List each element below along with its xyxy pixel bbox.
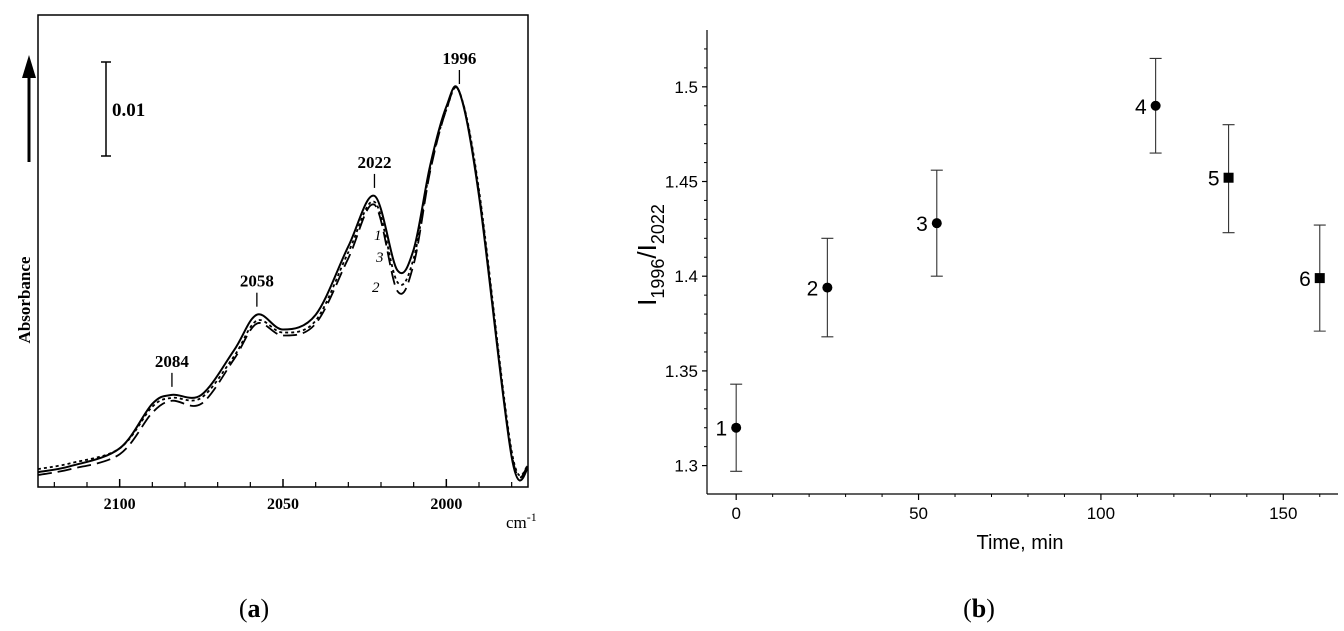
point-marker	[1150, 100, 1161, 111]
x-tick-label: 150	[1269, 504, 1297, 523]
panel-b: 1.3 1.35 1.4 1.45 1.5 0 50 100 150 1 2 3 4 5 6 Time,…	[632, 30, 1338, 623]
x-tick-label: 50	[909, 504, 928, 523]
absorbance-arrow-icon	[22, 55, 36, 78]
panel-a-x-unit: cm-1	[506, 510, 537, 532]
x-tick-label: 0	[731, 504, 740, 523]
peak-label: 2084	[155, 352, 190, 371]
panel-b-y-ticks: 1.3 1.35 1.4 1.45 1.5	[665, 48, 707, 476]
curve-label-3: 3	[375, 250, 384, 266]
point-label: 1	[715, 418, 727, 441]
curve-2	[37, 86, 529, 479]
curve-label-2: 2	[372, 280, 380, 296]
point-marker	[822, 282, 833, 293]
y-tick-label: 1.5	[674, 78, 698, 97]
panel-b-ylabel: I1996/I2022	[632, 204, 668, 306]
panel-a-peak-labels: 2084 2058 2022 1996	[155, 49, 476, 387]
panel-a-x-ticks: 2100 2050 2000	[53, 479, 513, 513]
x-tick-label: 2100	[104, 496, 136, 513]
curve-1	[37, 85, 529, 482]
panel-b-x-ticks: 0 50 100 150	[731, 494, 1321, 523]
point-label: 4	[1135, 96, 1147, 119]
x-tick-label: 2050	[267, 496, 299, 513]
curve-3	[37, 86, 529, 477]
x-tick-label: 2000	[430, 496, 462, 513]
peak-label: 2022	[357, 153, 391, 172]
y-tick-label: 1.4	[674, 267, 698, 286]
panel-a: 2100 2050 2000 2084 2058 2022 1996 Absorbance…	[15, 14, 537, 623]
panel-b-points: 1 2 3 4 5 6	[715, 57, 1326, 472]
data-point-2: 2	[807, 237, 834, 338]
point-marker	[931, 218, 942, 229]
peak-label: 1996	[442, 49, 476, 68]
panel-a-label: (a)	[239, 594, 269, 623]
y-tick-label: 1.45	[665, 173, 698, 192]
point-marker	[1223, 172, 1234, 183]
y-tick-label: 1.35	[665, 362, 698, 381]
point-marker	[1314, 273, 1325, 284]
peak-label: 2058	[240, 272, 274, 291]
data-point-3: 3	[916, 169, 943, 277]
data-point-4: 4	[1135, 57, 1162, 154]
panel-b-xlabel: Time, min	[976, 532, 1063, 554]
scale-bar	[101, 61, 111, 157]
data-point-5: 5	[1208, 124, 1235, 234]
point-marker	[731, 422, 742, 433]
point-label: 6	[1299, 268, 1311, 291]
data-point-6: 6	[1299, 224, 1326, 332]
panel-b-label: (b)	[963, 594, 995, 623]
panel-a-ylabel: Absorbance	[15, 256, 34, 343]
point-label: 5	[1208, 168, 1220, 191]
scale-bar-label: 0.01	[112, 100, 145, 121]
y-tick-label: 1.3	[674, 457, 698, 476]
point-label: 3	[916, 213, 928, 236]
point-label: 2	[807, 278, 819, 301]
panel-a-curves	[37, 85, 529, 482]
curve-label-1: 1	[374, 228, 382, 244]
x-tick-label: 100	[1087, 504, 1115, 523]
data-point-1: 1	[715, 383, 743, 472]
